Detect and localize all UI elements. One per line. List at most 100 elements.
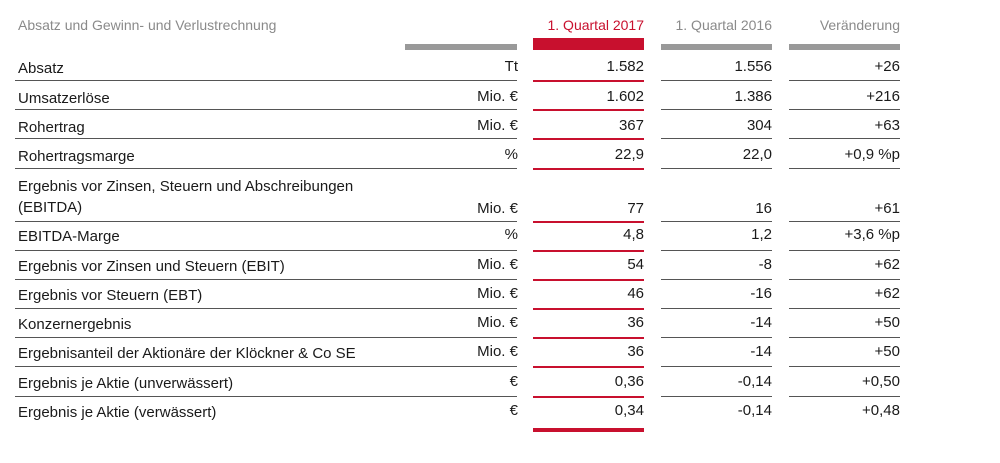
row-divider-q1-2017 bbox=[533, 109, 644, 111]
row-unit: Mio. € bbox=[477, 285, 518, 302]
row-label: Absatz bbox=[18, 60, 64, 77]
value-change: +0,48 bbox=[862, 402, 900, 419]
row-divider-q1-2017 bbox=[533, 168, 644, 170]
value-q1-2016: 1,2 bbox=[751, 226, 772, 243]
value-change: +63 bbox=[874, 117, 900, 134]
row-divider-q1-2016 bbox=[661, 337, 772, 338]
value-q1-2016: -0,14 bbox=[737, 373, 772, 390]
row-label: Konzernergebnis bbox=[18, 316, 132, 333]
value-q1-2017: 1.602 bbox=[606, 88, 644, 105]
value-q1-2017: 367 bbox=[618, 117, 644, 134]
row-unit: % bbox=[504, 146, 518, 163]
row-unit: Mio. € bbox=[477, 314, 518, 331]
row-divider-change bbox=[789, 337, 900, 338]
row-divider-label bbox=[15, 250, 517, 251]
row-label: Rohertrag bbox=[18, 119, 85, 136]
column-header-q1-2016: 1. Quartal 2016 bbox=[675, 17, 772, 33]
value-change: +50 bbox=[874, 314, 900, 331]
row-divider-q1-2017 bbox=[533, 308, 644, 310]
value-change: +26 bbox=[874, 58, 900, 75]
row-divider-label bbox=[15, 396, 517, 397]
row-divider-q1-2016 bbox=[661, 279, 772, 280]
footer-bar-q1-2017 bbox=[533, 428, 644, 432]
row-divider-change bbox=[789, 279, 900, 280]
row-label: Ergebnis je Aktie (verwässert) bbox=[18, 404, 217, 421]
row-divider-label bbox=[15, 109, 517, 110]
row-divider-q1-2017 bbox=[533, 80, 644, 82]
value-change: +0,9 %p bbox=[844, 146, 900, 163]
row-divider-q1-2017 bbox=[533, 337, 644, 339]
row-divider-change bbox=[789, 80, 900, 81]
row-label: Ergebnis vor Zinsen und Steuern (EBIT) bbox=[18, 258, 285, 275]
value-q1-2017: 36 bbox=[627, 314, 644, 331]
row-unit: € bbox=[509, 373, 518, 390]
value-q1-2017: 46 bbox=[627, 285, 644, 302]
row-divider-q1-2016 bbox=[661, 308, 772, 309]
row-label: Rohertragsmarge bbox=[18, 148, 135, 165]
value-change: +50 bbox=[874, 343, 900, 360]
value-q1-2016: -0,14 bbox=[737, 402, 772, 419]
row-unit: Tt bbox=[504, 58, 518, 75]
row-divider-q1-2017 bbox=[533, 396, 644, 398]
row-divider-label bbox=[15, 168, 517, 169]
row-label: Ergebnis vor Zinsen, Steuern und Abschre… bbox=[18, 178, 354, 195]
row-divider-change bbox=[789, 366, 900, 367]
header-bar-change bbox=[789, 44, 900, 50]
header-bar-q1-2017 bbox=[533, 38, 644, 50]
value-q1-2017: 54 bbox=[627, 256, 644, 273]
row-label: Ergebnis vor Steuern (EBT) bbox=[18, 287, 203, 304]
row-divider-q1-2016 bbox=[661, 221, 772, 222]
row-divider-change bbox=[789, 308, 900, 309]
value-change: +3,6 %p bbox=[844, 226, 900, 243]
table-title: Absatz und Gewinn- und Verlustrechnung bbox=[18, 17, 277, 33]
header-bar-q1-2016 bbox=[661, 44, 772, 50]
row-label: EBITDA-Marge bbox=[18, 228, 120, 245]
value-q1-2017: 22,9 bbox=[614, 146, 644, 163]
row-unit: Mio. € bbox=[477, 343, 518, 360]
value-q1-2016: 1.556 bbox=[734, 58, 772, 75]
value-q1-2017: 1.582 bbox=[606, 58, 644, 75]
header-bar-unit bbox=[405, 44, 517, 50]
value-q1-2016: 16 bbox=[755, 200, 772, 217]
row-divider-q1-2016 bbox=[661, 138, 772, 139]
row-divider-label bbox=[15, 221, 517, 222]
value-q1-2017: 0,34 bbox=[614, 402, 644, 419]
row-divider-change bbox=[789, 138, 900, 139]
value-change: +62 bbox=[874, 256, 900, 273]
value-q1-2016: -14 bbox=[750, 343, 772, 360]
row-divider-label bbox=[15, 337, 517, 338]
row-divider-q1-2017 bbox=[533, 138, 644, 140]
row-divider-q1-2016 bbox=[661, 80, 772, 81]
row-divider-q1-2016 bbox=[661, 250, 772, 251]
value-change: +62 bbox=[874, 285, 900, 302]
row-unit: Mio. € bbox=[477, 200, 518, 217]
row-divider-change bbox=[789, 250, 900, 251]
row-divider-label bbox=[15, 80, 517, 81]
row-divider-label bbox=[15, 366, 517, 367]
row-divider-change bbox=[789, 168, 900, 169]
column-header-q1-2017: 1. Quartal 2017 bbox=[547, 17, 644, 33]
row-divider-q1-2017 bbox=[533, 279, 644, 281]
value-q1-2016: -8 bbox=[758, 256, 772, 273]
row-label: Ergebnisanteil der Aktionäre der Klöckne… bbox=[18, 345, 356, 362]
row-divider-label bbox=[15, 308, 517, 309]
row-divider-change bbox=[789, 109, 900, 110]
row-divider-q1-2017 bbox=[533, 366, 644, 368]
value-q1-2016: -14 bbox=[750, 314, 772, 331]
row-unit: Mio. € bbox=[477, 256, 518, 273]
value-q1-2017: 0,36 bbox=[614, 373, 644, 390]
row-unit: € bbox=[509, 402, 518, 419]
column-header-change: Veränderung bbox=[819, 17, 900, 33]
row-divider-label bbox=[15, 138, 517, 139]
row-label-continued: (EBITDA) bbox=[18, 199, 83, 216]
value-q1-2016: 22,0 bbox=[742, 146, 772, 163]
value-q1-2017: 4,8 bbox=[623, 226, 644, 243]
row-divider-q1-2016 bbox=[661, 366, 772, 367]
value-change: +61 bbox=[874, 200, 900, 217]
row-divider-q1-2016 bbox=[661, 396, 772, 397]
row-divider-q1-2017 bbox=[533, 221, 644, 223]
row-divider-q1-2016 bbox=[661, 109, 772, 110]
row-unit: % bbox=[504, 226, 518, 243]
value-q1-2016: 1.386 bbox=[734, 88, 772, 105]
row-divider-q1-2016 bbox=[661, 168, 772, 169]
